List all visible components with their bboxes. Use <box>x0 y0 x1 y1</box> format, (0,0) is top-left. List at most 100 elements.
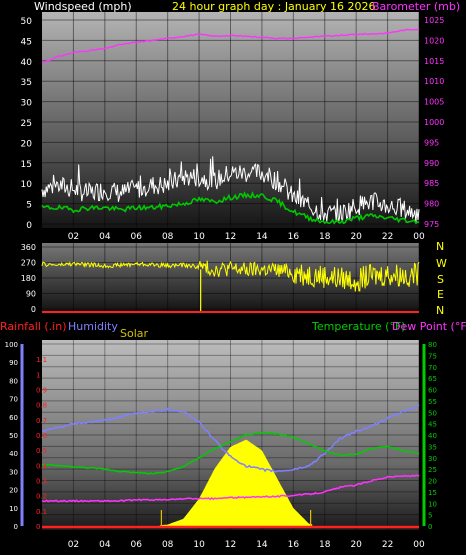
compass-label-n-bottom: N <box>436 304 444 317</box>
temp-tick-label: 5 <box>428 512 432 520</box>
rainfall-axis-label: Rainfall (.in) <box>0 320 67 333</box>
wind-x-tick-label: 22 <box>382 232 393 242</box>
bottom-x-tick-label: 18 <box>319 540 331 550</box>
temp-tick-label: 40 <box>428 432 437 440</box>
compass-label-n-top: N <box>436 240 444 253</box>
rain-tick-label: 0.2 <box>36 493 47 501</box>
compass-label-e: E <box>437 288 444 301</box>
rain-tick-label: 0.5 <box>36 447 47 455</box>
direction-tick-label: 0 <box>31 305 36 314</box>
humidity-tick-label: 40 <box>9 450 18 458</box>
barometer-tick-label: 1025 <box>424 16 444 25</box>
bottom-x-tick-label: 14 <box>256 540 268 550</box>
humidity-tick-label: 30 <box>9 468 18 476</box>
humidity-tick-label: 80 <box>9 377 18 385</box>
wind-average-line <box>41 190 420 225</box>
temp-tick-label: 60 <box>428 387 437 395</box>
barometer-tick-label: 980 <box>424 200 439 209</box>
rain-tick-label: 1.1 <box>36 356 47 364</box>
wind-tick-label: 50 <box>21 17 33 27</box>
temp-tick-label: 15 <box>428 489 437 497</box>
chart-title: 24 hour graph day : January 16 2026 <box>172 0 376 13</box>
rain-tick-label: 0.9 <box>36 387 47 395</box>
barometer-tick-label: 985 <box>424 179 439 188</box>
barometer-tick-label: 1005 <box>424 98 444 107</box>
wind-x-tick-label: 20 <box>350 232 362 242</box>
wind-x-tick-label: 04 <box>99 232 111 242</box>
bottom-x-tick-label: 22 <box>382 540 393 550</box>
temp-tick-label: 65 <box>428 375 437 383</box>
temp-tick-label: 20 <box>428 478 437 486</box>
wind-x-tick-label: 10 <box>193 232 205 242</box>
humidity-tick-label: 0 <box>14 523 18 531</box>
wind-x-tick-label: 00 <box>413 232 425 242</box>
direction-tick-label: 90 <box>26 290 36 299</box>
rain-tick-label: 0.8 <box>36 402 47 410</box>
wind-x-tick-label: 18 <box>319 232 331 242</box>
temp-tick-label: 30 <box>428 455 437 463</box>
bottom-x-tick-label: 00 <box>413 540 425 550</box>
barometer-tick-label: 1000 <box>424 118 444 127</box>
direction-panel-background <box>42 243 419 313</box>
wind-x-tick-label: 02 <box>68 232 79 242</box>
bottom-x-tick-label: 08 <box>162 540 174 550</box>
barometer-tick-label: 995 <box>424 138 439 147</box>
temperature-axis-label: Temperature (°F) <box>311 320 406 333</box>
rain-tick-label: 1 <box>36 371 40 379</box>
solar-label: Solar <box>120 327 149 340</box>
humidity-tick-label: 60 <box>9 414 18 422</box>
humidity-line <box>41 404 420 473</box>
wind-x-tick-label: 14 <box>256 232 268 242</box>
wind-x-tick-label: 08 <box>162 232 174 242</box>
wind-tick-label: 30 <box>21 99 33 109</box>
temp-tick-label: 0 <box>428 523 432 531</box>
direction-tick-label: 360 <box>21 243 36 252</box>
humidity-axis-label: Humidity <box>68 320 118 333</box>
rain-tick-label: 0.6 <box>36 432 48 440</box>
humidity-tick-label: 70 <box>9 396 18 404</box>
humidity-tick-label: 10 <box>9 505 18 513</box>
wind-tick-label: 40 <box>21 58 33 68</box>
dewpoint-axis-label: Dew Point (°F) <box>392 320 466 333</box>
humidity-tick-label: 50 <box>9 432 18 440</box>
compass-label-w: W <box>436 257 447 270</box>
compass-label-s: S <box>437 273 444 286</box>
temp-tick-label: 45 <box>428 421 437 429</box>
barometer-tick-label: 1010 <box>424 77 444 86</box>
temp-tick-label: 55 <box>428 398 437 406</box>
temp-tick-label: 25 <box>428 466 437 474</box>
rain-tick-label: 0.3 <box>36 478 47 486</box>
humidity-tick-label: 90 <box>9 359 18 367</box>
bottom-x-tick-label: 16 <box>288 540 300 550</box>
barometer-line <box>41 28 420 64</box>
temp-tick-label: 75 <box>428 352 437 360</box>
wind-tick-label: 35 <box>21 78 32 88</box>
bottom-x-tick-label: 04 <box>99 540 111 550</box>
solar-area <box>159 439 313 526</box>
wind-gust-line <box>41 156 420 223</box>
temp-tick-label: 10 <box>428 500 437 508</box>
wind-tick-label: 20 <box>21 139 33 149</box>
rain-tick-label: 0.7 <box>36 417 47 425</box>
barometer-tick-label: 1015 <box>424 57 444 66</box>
humidity-tick-label: 20 <box>9 487 18 495</box>
barometer-tick-label: 975 <box>424 220 439 229</box>
barometer-axis-label: Barometer (mb) <box>372 0 460 13</box>
wind-x-tick-label: 06 <box>131 232 143 242</box>
temp-tick-label: 35 <box>428 443 437 451</box>
direction-tick-label: 180 <box>21 274 36 283</box>
barometer-tick-label: 990 <box>424 159 439 168</box>
rain-tick-label: 0.1 <box>36 508 47 516</box>
wind-x-tick-label: 12 <box>225 232 236 242</box>
bottom-x-tick-label: 10 <box>193 540 205 550</box>
wind-tick-label: 10 <box>21 180 33 190</box>
dewpoint-line <box>41 474 420 503</box>
barometer-tick-label: 1020 <box>424 36 444 45</box>
wind-tick-label: 15 <box>21 160 32 170</box>
bottom-x-tick-label: 02 <box>68 540 79 550</box>
wind-tick-label: 0 <box>26 221 32 231</box>
wind-tick-label: 45 <box>21 37 32 47</box>
temperature-line <box>41 431 419 475</box>
windspeed-axis-label: Windspeed (mph) <box>34 0 132 13</box>
